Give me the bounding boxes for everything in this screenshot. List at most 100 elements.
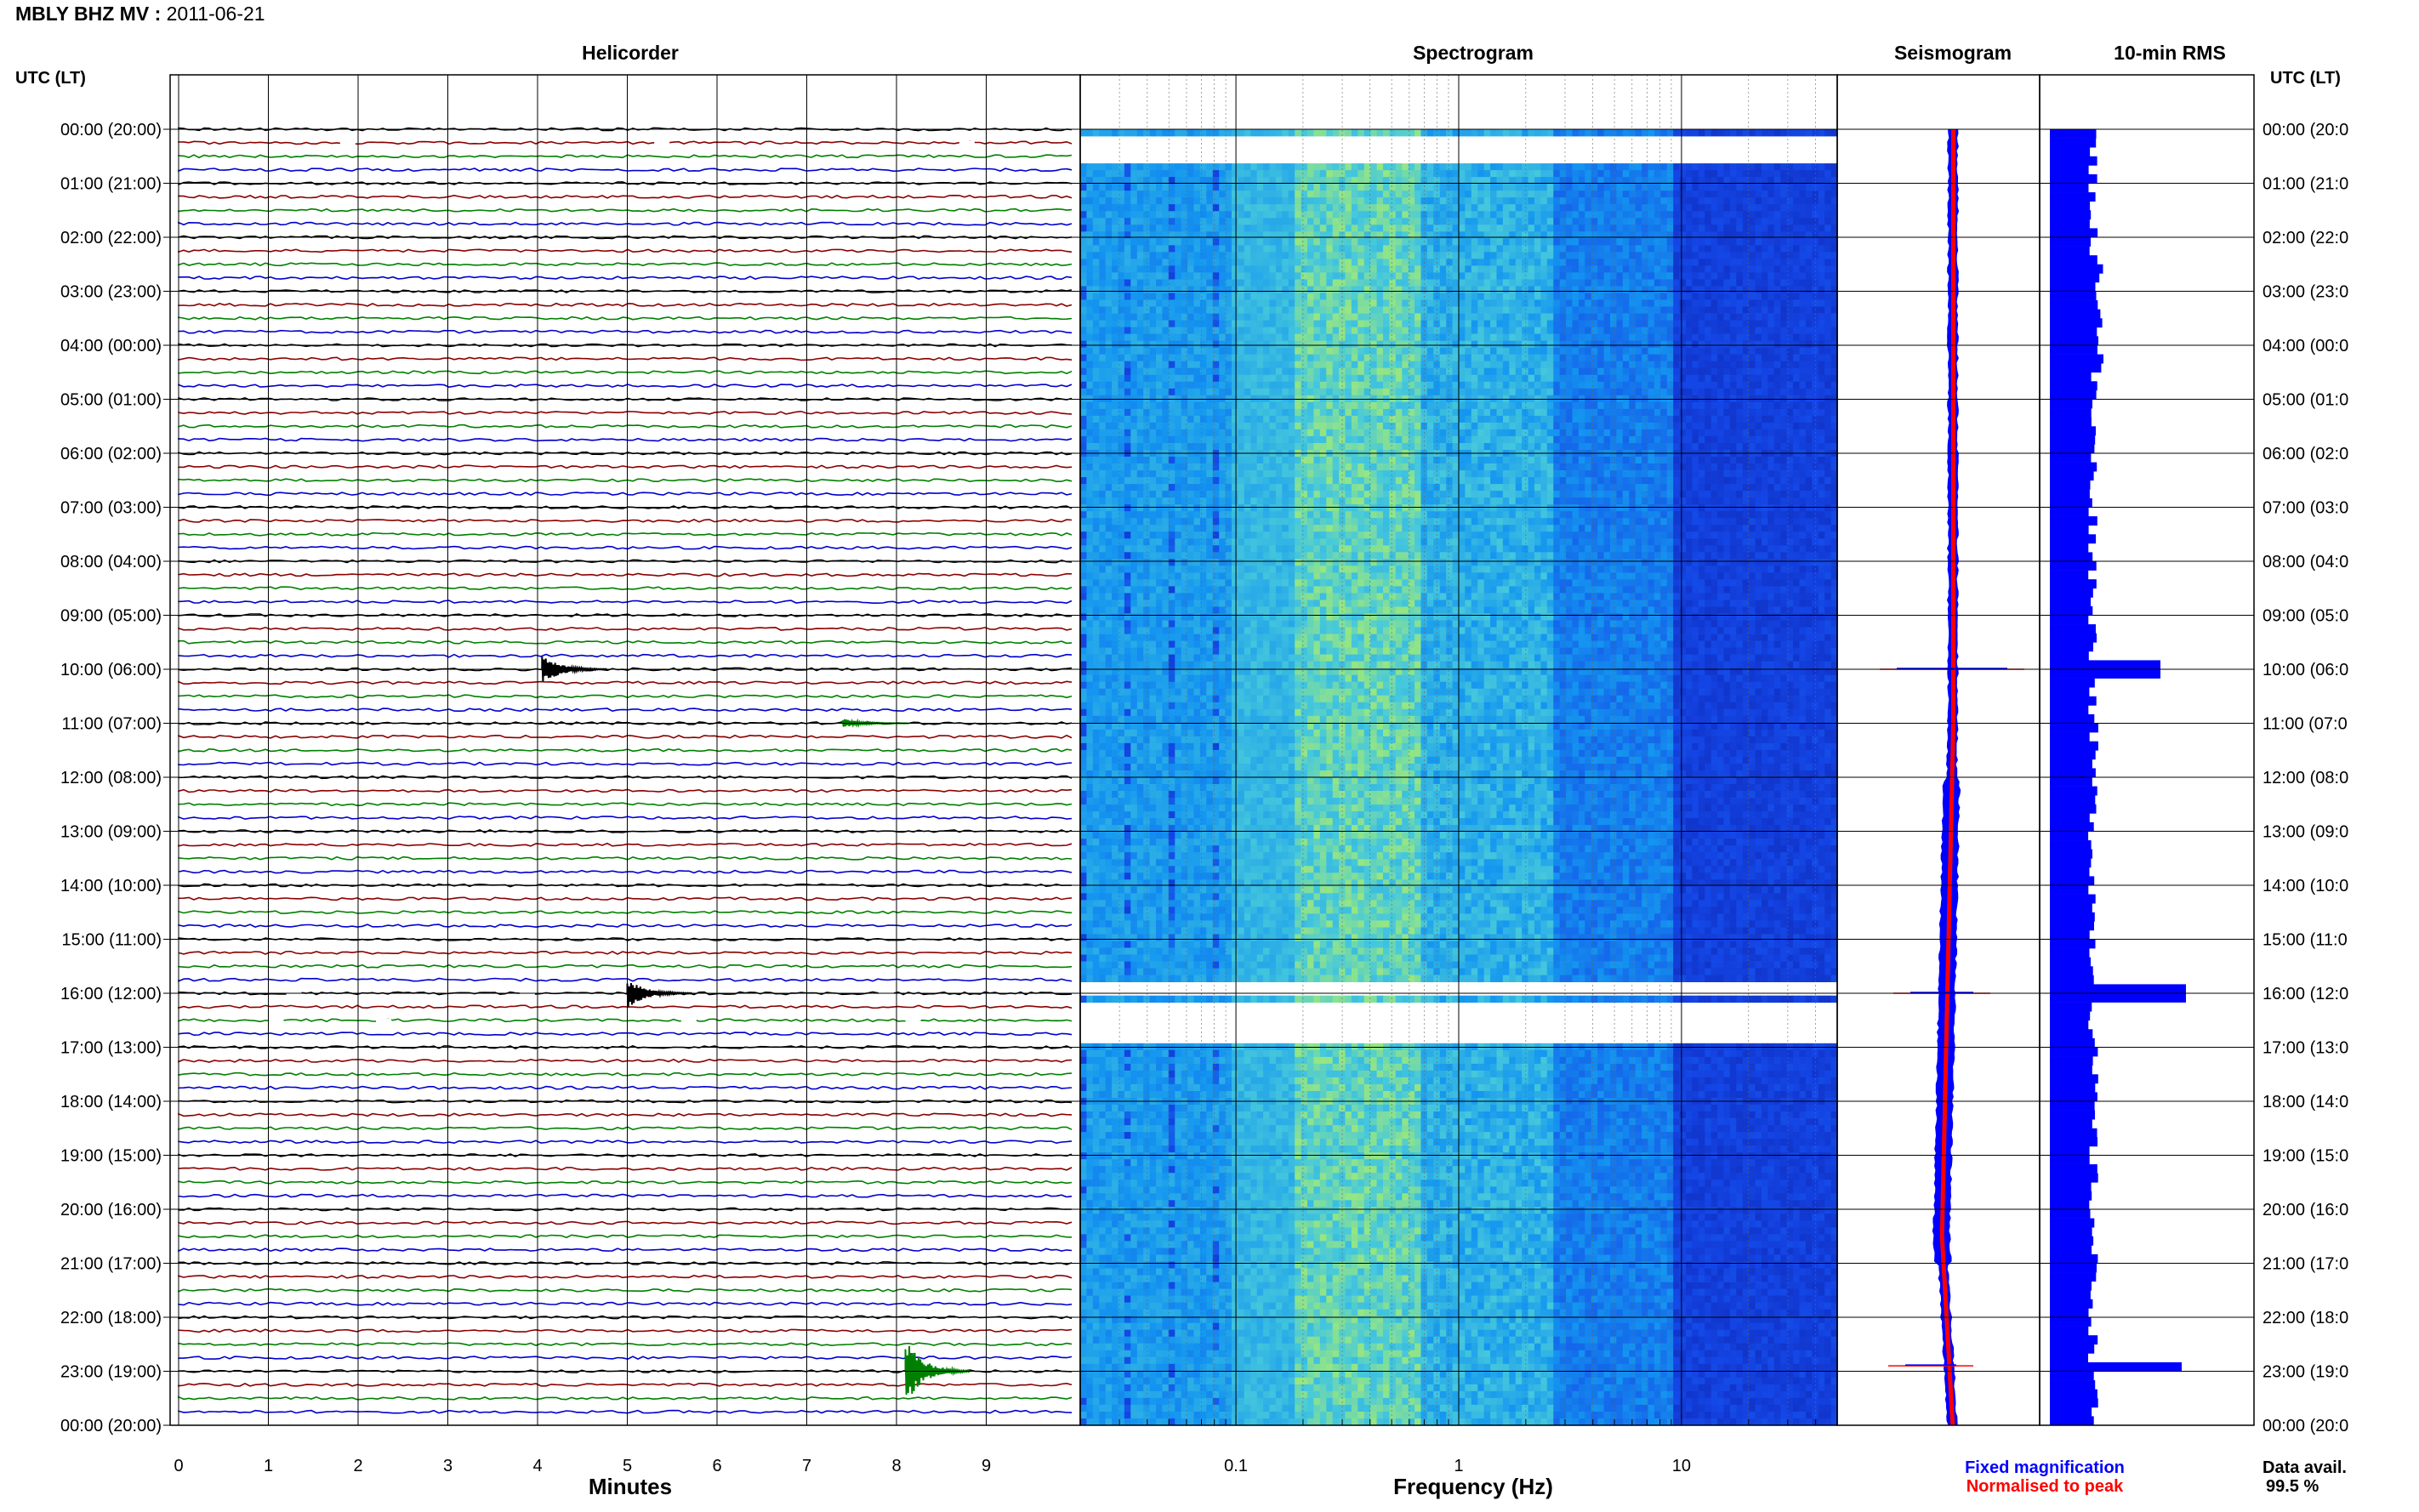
spectrogram-cell	[1490, 184, 1497, 190]
spectrogram-cell	[1497, 163, 1504, 170]
spectrogram-cell	[1346, 218, 1352, 225]
spectrogram-cell	[1187, 218, 1194, 225]
spectrogram-cell	[1604, 184, 1611, 190]
spectrogram-cell	[1573, 197, 1579, 204]
spectrogram-cell	[1086, 197, 1093, 204]
spectrogram-cell	[1181, 197, 1188, 204]
spectrogram-cell	[1238, 197, 1244, 204]
spectrogram-cell	[1812, 163, 1819, 170]
spectrogram-cell	[1623, 204, 1630, 211]
spectrogram-cell	[1263, 184, 1270, 190]
spectrogram-cell	[1717, 170, 1724, 177]
spectrogram-cell	[1806, 218, 1813, 225]
spectrogram-cell	[1219, 129, 1226, 136]
spectrogram-cell	[1597, 190, 1604, 197]
spectrogram-cell	[1106, 190, 1113, 197]
spectrogram-cell	[1162, 184, 1169, 190]
spectrogram-cell	[1156, 218, 1163, 225]
spectrogram-cell	[1497, 129, 1504, 136]
spectrogram-cell	[1162, 211, 1169, 218]
spectrogram-cell	[1453, 184, 1460, 190]
spectrogram-cell	[1477, 190, 1484, 197]
spectrogram-cell	[1200, 170, 1207, 177]
spectrogram-cell	[1824, 170, 1831, 177]
spectrogram-cell	[1774, 197, 1781, 204]
spectrogram-cell	[1326, 211, 1333, 218]
spectrogram-cell	[1396, 218, 1403, 225]
spectrogram-cell	[1099, 184, 1106, 190]
spectrogram-cell	[1660, 184, 1667, 190]
spectrogram-cell	[1692, 197, 1699, 204]
spectrogram-cell	[1553, 190, 1560, 197]
spectrogram-cell	[1320, 184, 1327, 190]
spectrogram-cell	[1326, 170, 1333, 177]
spectrogram-cell	[1547, 129, 1554, 136]
spectrogram-cell	[1099, 129, 1106, 136]
spectrogram-cell	[1383, 170, 1390, 177]
spectrogram-cell	[1503, 197, 1510, 204]
spectrogram-cell	[1553, 211, 1560, 218]
spectrogram-cell	[1453, 218, 1460, 225]
spectrogram-cell	[1774, 163, 1781, 170]
spectrogram-cell	[1459, 197, 1466, 204]
spectrogram-cell	[1597, 204, 1604, 211]
spectrogram-cell	[1446, 204, 1453, 211]
spectrogram-cell	[1819, 184, 1825, 190]
spectrogram-cell	[1573, 129, 1579, 136]
spectrogram-cell	[1263, 218, 1270, 225]
spectrogram-cell	[1642, 197, 1648, 204]
spectrogram-cell	[1642, 211, 1648, 218]
spectrogram-cell	[1774, 211, 1781, 218]
spectrogram-cell	[1547, 190, 1554, 197]
spectrogram-cell	[1169, 170, 1175, 177]
spectrogram-cell	[1705, 170, 1711, 177]
spectrogram-cell	[1427, 170, 1434, 177]
spectrogram-cell	[1566, 184, 1573, 190]
spectrogram-cell	[1623, 211, 1630, 218]
spectrogram-cell	[1194, 190, 1201, 197]
spectrogram-cell	[1446, 218, 1453, 225]
spectrogram-cell	[1080, 218, 1087, 225]
spectrogram-cell	[1534, 190, 1541, 197]
spectrogram-cell	[1610, 163, 1617, 170]
spectrogram-cell	[1503, 190, 1510, 197]
spectrogram-cell	[1573, 190, 1579, 197]
spectrogram-cell	[1579, 190, 1585, 197]
spectrogram-cell	[1086, 163, 1093, 170]
spectrogram-cell	[1270, 218, 1277, 225]
spectrogram-cell	[1130, 204, 1137, 211]
spectrogram-cell	[1118, 204, 1125, 211]
spectrogram-cell	[1250, 184, 1257, 190]
spectrogram-cell	[1427, 129, 1434, 136]
spectrogram-cell	[1453, 163, 1460, 170]
spectrogram-cell	[1099, 218, 1106, 225]
spectrogram-cell	[1610, 211, 1617, 218]
spectrogram-cell	[1213, 170, 1220, 177]
spectrogram-cell	[1756, 129, 1762, 136]
spectrogram-cell	[1370, 218, 1377, 225]
spectrogram-cell	[1346, 170, 1352, 177]
spectrogram-cell	[1453, 170, 1460, 177]
spectrogram-cell	[1667, 190, 1674, 197]
spectrogram-cell	[1780, 190, 1787, 197]
spectrogram-cell	[1352, 170, 1358, 177]
spectrogram-cell	[1477, 129, 1484, 136]
spectrogram-cell	[1414, 204, 1421, 211]
spectrogram-cell	[1414, 163, 1421, 170]
spectrogram-cell	[1440, 129, 1447, 136]
spectrogram-cell	[1181, 211, 1188, 218]
spectrogram-cell	[1156, 204, 1163, 211]
spectrogram-cell	[1326, 163, 1333, 170]
spectrogram-cell	[1699, 163, 1705, 170]
spectrogram-cell	[1333, 184, 1340, 190]
spectrogram-cell	[1540, 170, 1547, 177]
spectrogram-cell	[1238, 163, 1244, 170]
spectrogram-cell	[1484, 163, 1491, 170]
spectrogram-cell	[1137, 190, 1144, 197]
spectrogram-cell	[1150, 204, 1157, 211]
spectrogram-cell	[1143, 204, 1150, 211]
spectrogram-cell	[1756, 218, 1762, 225]
spectrogram-cell	[1414, 170, 1421, 177]
spectrogram-cell	[1623, 163, 1630, 170]
spectrogram-cell	[1717, 190, 1724, 197]
